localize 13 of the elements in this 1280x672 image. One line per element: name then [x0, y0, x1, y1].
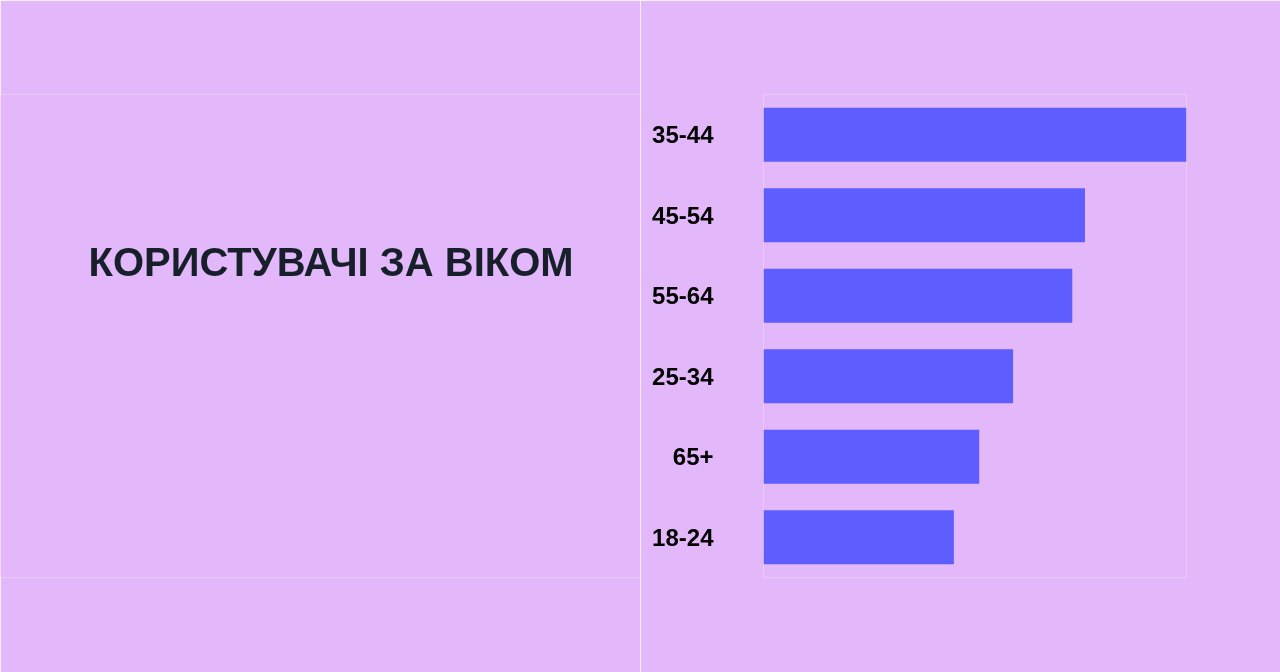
y-tick-label: 65+: [672, 443, 714, 471]
y-tick-label: 45-54: [652, 201, 715, 229]
bar: [763, 349, 1014, 404]
bar: [763, 107, 1187, 162]
y-tick-label: 25-34: [652, 362, 715, 390]
y-tick-label: 55-64: [652, 282, 715, 310]
text: КОРИСТУВАЧІ ЗА ВІКОМ: [88, 239, 574, 284]
bar: [763, 510, 954, 565]
y-tick-label: 18-24: [652, 523, 715, 551]
bar: [763, 188, 1085, 243]
bar: [763, 429, 980, 484]
y-tick-label: 35-44: [652, 121, 715, 149]
bar: [763, 268, 1073, 323]
